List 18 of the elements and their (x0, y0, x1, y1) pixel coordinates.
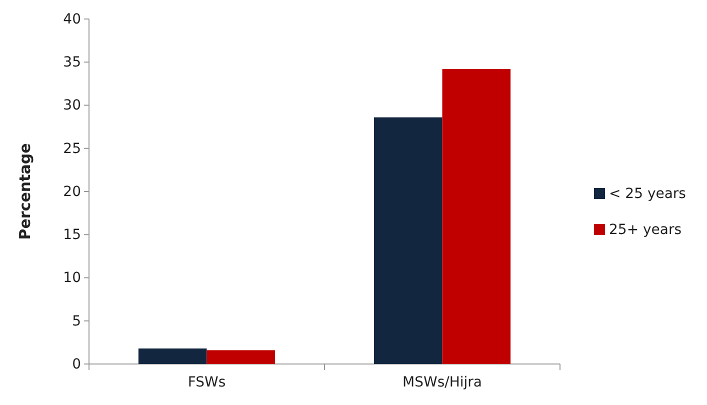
legend-label: < 25 years (609, 186, 686, 202)
bar (442, 69, 511, 364)
y-tick-label: 10 (63, 270, 81, 286)
bar (138, 348, 207, 364)
bar (374, 117, 442, 364)
y-axis-title: Percentage (16, 143, 34, 240)
bar (206, 350, 276, 364)
x-tick-label: MSWs/Hijra (402, 374, 482, 391)
y-tick-label: 15 (63, 227, 81, 244)
x-tick-label: FSWs (188, 374, 226, 391)
y-tick-label: 0 (72, 356, 81, 372)
y-tick-label: 35 (63, 54, 81, 71)
y-tick-label: 25 (63, 140, 81, 157)
y-tick-label: 40 (63, 11, 81, 28)
y-tick-label: 5 (72, 313, 81, 330)
y-tick-label: 20 (63, 184, 81, 200)
y-tick-label: 30 (63, 98, 81, 114)
legend-label: 25+ years (609, 222, 682, 238)
